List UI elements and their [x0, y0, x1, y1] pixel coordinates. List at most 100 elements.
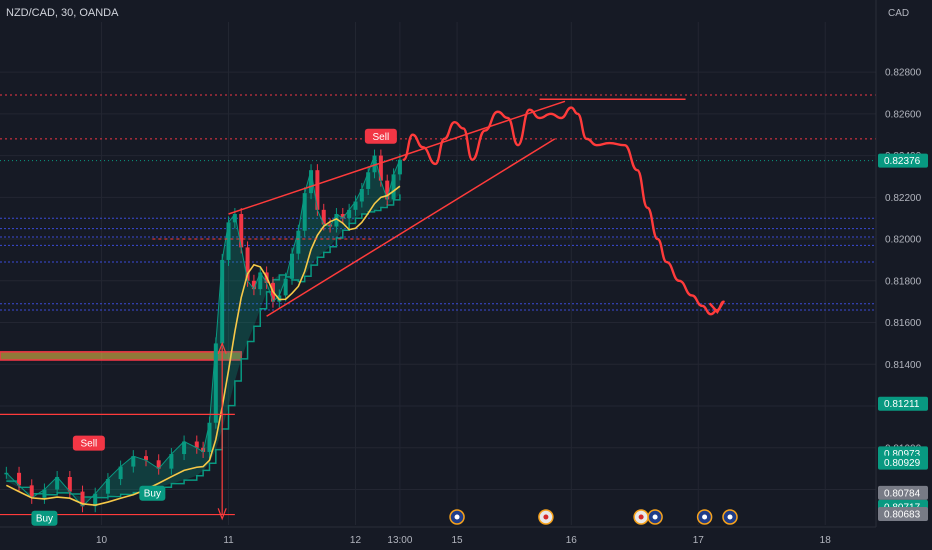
price-tick-label: 0.81800	[885, 276, 922, 287]
candle-body	[29, 485, 34, 498]
candle-body	[372, 155, 377, 173]
price-tag	[878, 153, 928, 168]
signal-badge	[139, 485, 166, 501]
candle-body	[290, 253, 294, 279]
candle-body	[55, 476, 60, 490]
candle-body	[182, 441, 187, 455]
candle-body	[156, 460, 161, 469]
moving-average-line	[5, 185, 401, 506]
projection-arrow-head	[709, 300, 725, 315]
trend-band-area	[6, 155, 400, 507]
price-tag	[878, 396, 928, 411]
candle-body	[4, 472, 9, 475]
candle-body	[93, 493, 98, 507]
candle-body	[144, 456, 148, 461]
price-tag-label: 0.80683	[884, 509, 921, 520]
candle-body	[118, 466, 123, 480]
candle-body	[213, 343, 218, 423]
signal-label: Sell	[373, 132, 390, 143]
candle-body	[169, 454, 174, 469]
candle-body	[334, 214, 339, 227]
candle-body	[397, 159, 402, 175]
candle-body	[353, 201, 358, 210]
time-tick-label: 17	[693, 535, 705, 546]
signal-badge	[364, 128, 397, 144]
event-icon-dot	[454, 514, 460, 520]
horizontal-levels	[0, 94, 876, 361]
event-icon-dot	[727, 514, 733, 520]
support-zone-rect	[0, 351, 242, 361]
candle-body	[251, 280, 256, 290]
time-tick-label: 15	[451, 535, 463, 546]
signal-label: Sell	[81, 439, 98, 450]
event-icon-dot	[652, 514, 658, 520]
price-tag	[878, 485, 928, 500]
event-icon-dot	[702, 514, 708, 520]
candle-body	[302, 193, 307, 231]
candle-body	[17, 472, 22, 486]
symbol-title: NZD/CAD, 30, OANDA	[6, 7, 119, 19]
grid-lines	[0, 22, 876, 525]
event-icons[interactable]	[449, 509, 738, 525]
candle-body	[131, 456, 136, 467]
time-tick-label: 18	[820, 535, 832, 546]
price-tag	[878, 506, 928, 521]
time-tick-label: 13:00	[387, 535, 412, 546]
time-tick-label: 10	[96, 535, 108, 546]
price-tick-label: 0.81400	[885, 360, 922, 371]
candle-body	[340, 214, 345, 219]
signal-badge	[72, 435, 105, 451]
candle-body	[283, 278, 288, 296]
candle-body	[366, 172, 371, 189]
time-tick-label: 11	[223, 535, 234, 546]
price-tick-label: 0.82200	[885, 193, 922, 204]
time-tick-label: 16	[566, 535, 578, 546]
candle-body	[385, 180, 390, 200]
time-axis[interactable]: 10 11 12 13:00 15 16 17 18	[0, 526, 932, 550]
event-icon-dot	[638, 514, 644, 520]
measure-arrow-head-up	[217, 341, 227, 355]
price-tag-label: 0.80929	[884, 458, 921, 469]
candle-body	[80, 491, 85, 507]
price-tick-label: 0.82600	[885, 109, 922, 120]
candle-body	[207, 422, 212, 452]
candle-body	[258, 272, 263, 290]
projection-path	[402, 106, 725, 316]
currency-label: CAD	[888, 8, 909, 19]
price-tick-label: 0.82000	[885, 235, 922, 246]
candle-body	[309, 170, 314, 194]
candle-body	[359, 188, 364, 202]
candle-body	[67, 476, 72, 492]
candle-body	[347, 209, 352, 219]
candle-body	[296, 230, 301, 254]
signal-label: Buy	[36, 514, 53, 525]
price-axis[interactable]: 0.828000.826000.824000.822000.820000.818…	[875, 0, 932, 550]
candle-body	[226, 222, 231, 260]
time-tick-label: 12	[350, 535, 362, 546]
time-axis-background	[0, 527, 932, 550]
price-tag-label: 0.80784	[884, 488, 921, 499]
candle-body	[321, 209, 326, 225]
candle-body	[42, 489, 47, 498]
price-tick-label: 0.82800	[885, 68, 922, 79]
candle-body	[220, 259, 225, 344]
close-price-line	[5, 153, 401, 507]
candle-body	[105, 479, 110, 494]
signal-labels: Sell Buy Buy Sell	[31, 128, 397, 526]
candles	[4, 149, 402, 513]
candle-body	[232, 214, 237, 223]
price-tag-label: 0.82376	[884, 156, 921, 167]
candle-body	[378, 155, 383, 181]
candle-body	[315, 170, 320, 210]
candle-body	[391, 174, 396, 200]
price-tick-label: 0.81600	[885, 318, 922, 329]
signal-label: Buy	[144, 489, 161, 500]
measure-arrow-head-down	[217, 508, 227, 521]
candle-body	[194, 441, 199, 448]
candle-body	[239, 214, 244, 248]
price-tag-label: 0.80973	[884, 449, 921, 460]
signal-badge	[31, 510, 58, 526]
